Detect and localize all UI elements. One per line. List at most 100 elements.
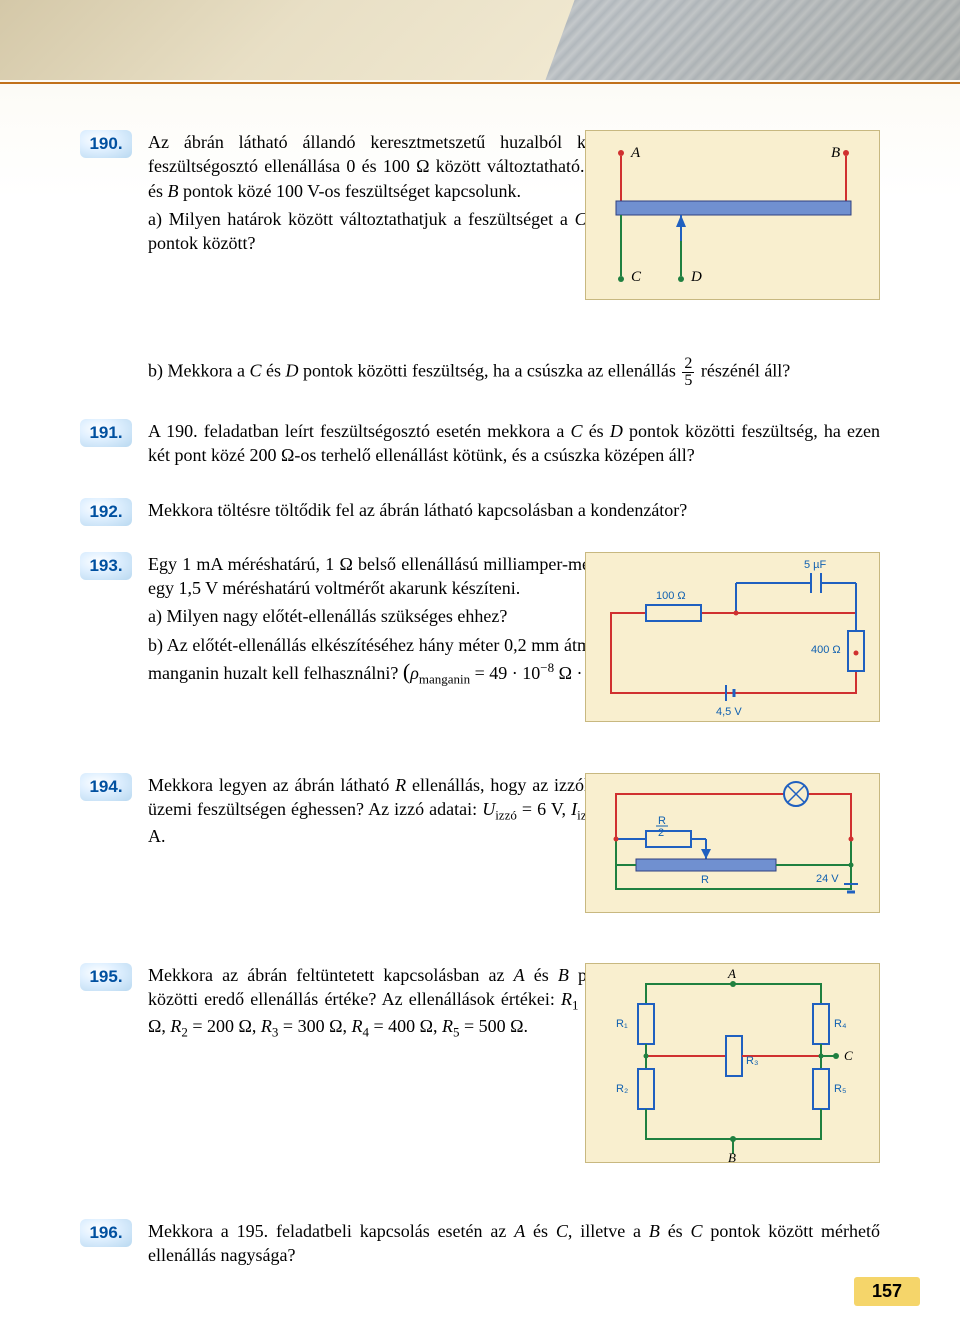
r: R xyxy=(170,1016,181,1036)
problem-190: 190. Az ábrán látható állandó keresztmet… xyxy=(80,130,880,330)
C: C xyxy=(556,1221,568,1241)
num: 2 xyxy=(682,356,694,373)
t: pontok közötti feszültség, ha a csúszka … xyxy=(298,361,680,381)
A: A xyxy=(514,1221,525,1241)
r2-label: 400 Ω xyxy=(811,644,841,656)
problem-195: 195. Mekkora az ábrán feltüntetett kapcs… xyxy=(80,963,880,1193)
page-content: 190. Az ábrán látható állandó keresztmet… xyxy=(80,130,880,1297)
t: Egy 1 mA méréshatárú, 1 Ω belső ellenáll… xyxy=(148,552,628,601)
problem-badge: 192. xyxy=(80,498,132,526)
exp: −8 xyxy=(540,660,554,675)
t: A 190. feladatban leírt feszültségosztó … xyxy=(148,421,571,441)
t: és xyxy=(525,965,558,985)
problem-text: b) Mekkora a C és D pontok közötti feszü… xyxy=(148,356,880,393)
t: Mekkora töltésre töltődik fel az ábrán l… xyxy=(148,498,880,522)
C: C xyxy=(844,1048,853,1063)
problem-text: Egy 1 mA méréshatárú, 1 Ω belső ellenáll… xyxy=(148,552,628,692)
t: Az ábrán látható állandó keresztmetszetű… xyxy=(148,132,628,176)
lbl-C: C xyxy=(631,269,642,285)
t: a) Milyen nagy előtét-ellenállás szükség… xyxy=(148,604,628,628)
u-sub: izzó xyxy=(495,808,517,823)
lbl-A: A xyxy=(630,145,641,161)
problem-193: 193. Egy 1 mA méréshatárú, 1 Ω belső ell… xyxy=(80,552,880,747)
problem-text: Mekkora legyen az ábrán látható R ellená… xyxy=(148,773,628,853)
header-rule xyxy=(0,82,960,84)
circuit-193: 5 µF 100 Ω 400 Ω 4,5 V xyxy=(586,553,881,723)
problem-191: 191. A 190. feladatban leírt feszültségo… xyxy=(80,419,880,472)
A: A xyxy=(727,966,736,981)
diagram-195: A R₁ R₄ R₃ xyxy=(585,963,880,1163)
C: C xyxy=(691,1221,703,1241)
t: és xyxy=(148,181,168,201)
R2: R₂ xyxy=(616,1083,628,1095)
var-D: D xyxy=(285,361,298,381)
v-label: 4,5 V xyxy=(716,706,742,718)
t: Mekkora legyen az ábrán látható xyxy=(148,775,395,795)
problem-194: 194. Mekkora legyen az ábrán látható R e… xyxy=(80,773,880,933)
R1: R₁ xyxy=(616,1018,628,1030)
problem-badge: 194. xyxy=(80,773,132,801)
u: U xyxy=(482,799,495,819)
r: R xyxy=(442,1016,453,1036)
diagram-193: 5 µF 100 Ω 400 Ω 4,5 V xyxy=(585,552,880,722)
R4: R₄ xyxy=(834,1018,847,1030)
t: és xyxy=(583,421,610,441)
A: A xyxy=(514,965,525,985)
problem-text: Az ábrán látható állandó keresztmetszetű… xyxy=(148,130,628,259)
r: R xyxy=(261,1016,272,1036)
t: , illetve a xyxy=(568,1221,649,1241)
problem-badge: 190. xyxy=(80,130,132,158)
B: B xyxy=(728,1150,736,1164)
t: = 49 · 10 xyxy=(470,663,540,683)
r1-label: 100 Ω xyxy=(656,590,686,602)
page-number: 157 xyxy=(854,1277,920,1306)
v-label: 24 V xyxy=(816,873,839,885)
rho: ρ xyxy=(410,663,419,683)
R-label: R xyxy=(701,874,709,886)
t: és xyxy=(660,1221,691,1241)
t: pontok között? xyxy=(148,233,255,253)
t: = 6 V, xyxy=(517,799,571,819)
v: = 300 Ω, xyxy=(278,1016,351,1036)
problem-badge: 196. xyxy=(80,1219,132,1247)
problem-196: 196. Mekkora a 195. feladatbeli kapcsolá… xyxy=(80,1219,880,1272)
header-photo xyxy=(0,0,960,80)
problem-192: 192. Mekkora töltésre töltődik fel az áb… xyxy=(80,498,880,526)
diagram-190: A B C D xyxy=(585,130,880,300)
problem-text: Mekkora a 195. feladatbeli kapcsolás ese… xyxy=(148,1219,880,1272)
fraction: 25 xyxy=(682,356,694,389)
B: B xyxy=(558,965,569,985)
circuit-195: A R₁ R₄ R₃ xyxy=(586,964,881,1164)
circuit-190: A B C D xyxy=(586,131,881,301)
t: Mekkora a 195. feladatbeli kapcsolás ese… xyxy=(148,1221,514,1241)
R3: R₃ xyxy=(746,1055,758,1067)
rhalf-label: R xyxy=(658,815,666,827)
var-D: D xyxy=(610,421,623,441)
problem-badge: 195. xyxy=(80,963,132,991)
v: = 400 Ω, xyxy=(369,1016,442,1036)
problem-badge: 193. xyxy=(80,552,132,580)
t: b) Mekkora a xyxy=(148,361,249,381)
diagram-194: R 2 R 24 V xyxy=(585,773,880,913)
circuit-194: R 2 R 24 V xyxy=(586,774,881,914)
var-B: B xyxy=(168,181,179,201)
r: R xyxy=(351,1016,362,1036)
lbl-D: D xyxy=(690,269,702,285)
problem-190b: b) Mekkora a C és D pontok közötti feszü… xyxy=(80,356,880,393)
t: és xyxy=(261,361,285,381)
problem-badge: 191. xyxy=(80,419,132,447)
B: B xyxy=(649,1221,660,1241)
var-C: C xyxy=(249,361,261,381)
rhalf-den: 2 xyxy=(658,827,664,839)
rho-sub: manganin xyxy=(419,672,470,687)
var-C: C xyxy=(571,421,583,441)
problem-text: Mekkora az ábrán feltüntetett kapcsolásb… xyxy=(148,963,628,1046)
t: pontok közé 100 V-os feszültséget kapcso… xyxy=(179,181,521,201)
t: és xyxy=(525,1221,556,1241)
R5: R₅ xyxy=(834,1083,846,1095)
problem-text: A 190. feladatban leírt feszültségosztó … xyxy=(148,419,880,472)
lbl-B: B xyxy=(831,145,840,161)
t: részé­nél áll? xyxy=(701,361,790,381)
v: = 200 Ω, xyxy=(188,1016,261,1036)
var-R: R xyxy=(395,775,406,795)
